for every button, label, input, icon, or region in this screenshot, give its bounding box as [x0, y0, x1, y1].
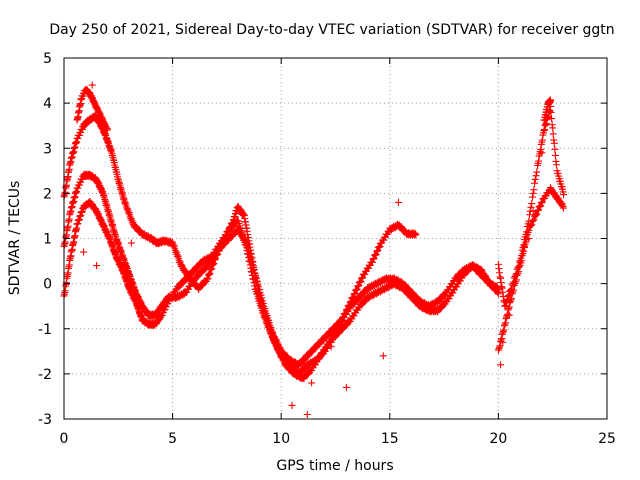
data-point	[528, 217, 536, 225]
data-point	[379, 352, 387, 360]
data-point	[532, 172, 540, 180]
data-point	[342, 383, 350, 391]
data-point	[530, 216, 538, 224]
data-point	[551, 145, 559, 153]
data-point	[528, 193, 536, 201]
chart-title: Day 250 of 2021, Sidereal Day-to-day VTE…	[49, 22, 614, 38]
data-point	[527, 203, 535, 211]
data-point	[308, 379, 316, 387]
data-point	[551, 151, 559, 159]
data-point	[103, 125, 111, 133]
x-axis-label: GPS time / hours	[276, 458, 393, 474]
data-layer	[60, 81, 568, 418]
y-tick-label: 5	[43, 51, 52, 67]
y-tick-label: -3	[38, 412, 52, 428]
data-point	[520, 244, 528, 252]
data-point	[548, 115, 556, 123]
data-point	[412, 231, 420, 239]
data-point	[518, 257, 526, 265]
data-point	[273, 343, 281, 351]
data-point	[526, 222, 534, 230]
data-point	[499, 338, 507, 346]
data-point	[288, 401, 296, 409]
data-point	[513, 276, 520, 284]
data-point	[530, 186, 538, 194]
data-point	[127, 239, 135, 247]
data-point	[528, 200, 536, 208]
y-tick-label: 2	[43, 186, 52, 202]
y-axis-label: SDTVAR / TECUs	[7, 181, 23, 296]
data-point	[549, 130, 557, 138]
data-point	[531, 175, 539, 183]
data-point	[505, 311, 513, 319]
data-point	[525, 235, 533, 242]
data-point	[526, 211, 534, 219]
data-point	[553, 161, 561, 169]
data-point	[550, 139, 558, 147]
data-point	[327, 343, 335, 351]
series-arc-middle	[60, 170, 502, 370]
data-point	[507, 294, 515, 302]
data-point	[531, 179, 539, 187]
data-point	[532, 211, 540, 219]
data-point	[515, 268, 523, 276]
data-point	[560, 204, 568, 212]
data-point	[497, 361, 505, 369]
data-point	[533, 210, 541, 218]
data-point	[529, 207, 537, 215]
data-point	[531, 212, 539, 220]
y-tick-label: -2	[38, 367, 52, 383]
series-arc-end-upper	[494, 102, 568, 310]
series-arc-end-lower	[494, 184, 568, 354]
tick-layer: 0 5 10 15 20 25 -3 -2 -1 0 1 2 3 4 5	[38, 51, 616, 447]
data-point	[303, 410, 311, 418]
data-point	[88, 81, 96, 89]
data-point	[533, 168, 541, 176]
data-point	[510, 286, 518, 294]
y-tick-label: -1	[38, 322, 52, 338]
data-point	[525, 226, 533, 234]
series-arc-peak	[73, 85, 111, 134]
data-point	[528, 221, 536, 229]
data-point	[538, 149, 546, 157]
x-tick-label: 25	[598, 431, 616, 447]
series-arc-lower	[60, 197, 502, 379]
data-point	[394, 198, 402, 206]
y-tick-label: 1	[43, 232, 52, 248]
series-scatter-isolated	[80, 81, 546, 418]
series-arc-upper	[60, 112, 420, 383]
data-point	[80, 248, 88, 256]
data-point	[547, 96, 555, 104]
data-point	[93, 262, 101, 270]
x-tick-label: 5	[168, 431, 177, 447]
y-tick-label: 3	[43, 141, 52, 157]
x-tick-label: 10	[272, 431, 290, 447]
data-point	[527, 221, 535, 229]
x-tick-label: 0	[60, 431, 69, 447]
x-tick-label: 15	[381, 431, 399, 447]
y-tick-label: 4	[43, 96, 52, 112]
data-point	[549, 124, 557, 132]
x-tick-label: 20	[489, 431, 507, 447]
y-tick-label: 0	[43, 277, 52, 293]
data-point	[494, 290, 502, 298]
series-arc-end-peak	[540, 96, 555, 124]
data-point	[560, 191, 568, 199]
data-point	[529, 189, 537, 197]
data-point	[529, 216, 537, 224]
data-point	[520, 247, 528, 255]
